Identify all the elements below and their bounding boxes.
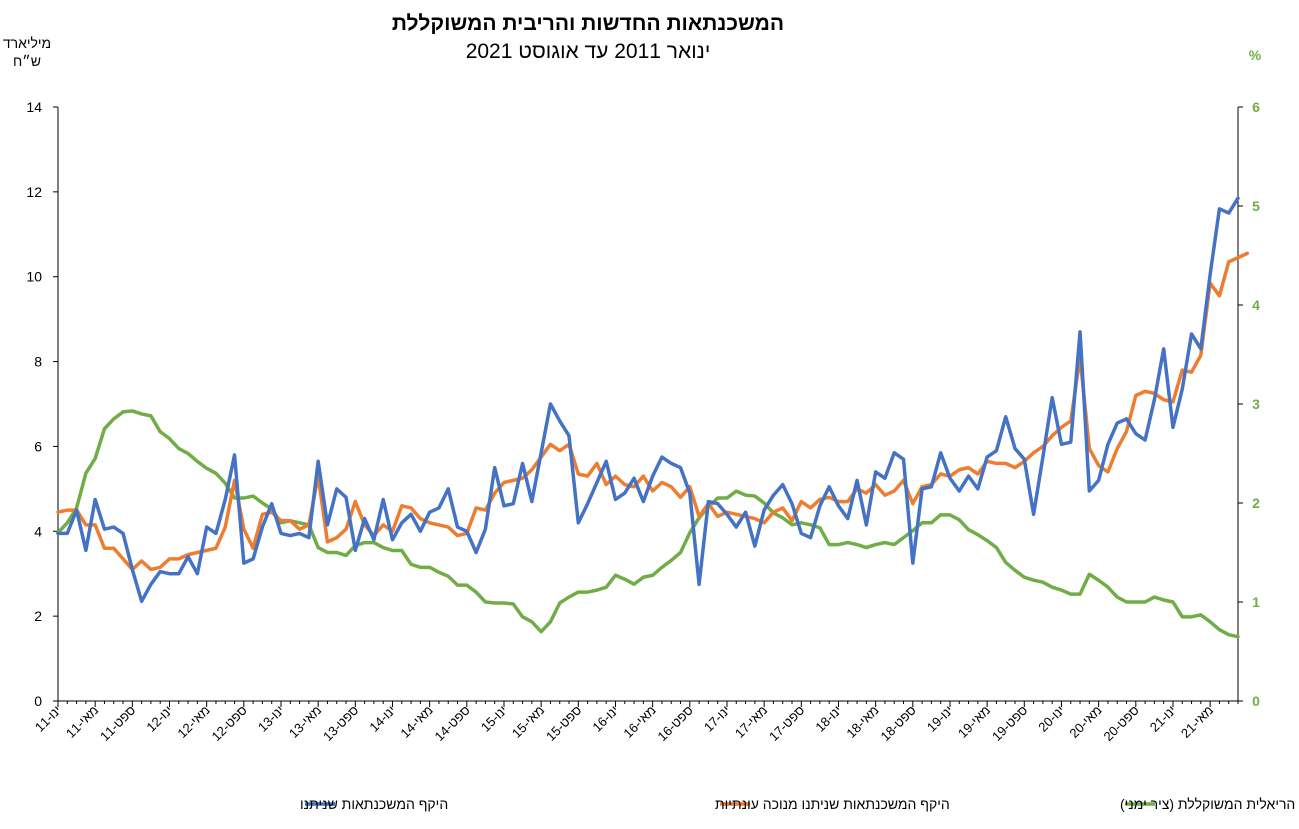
x-tick-label: ינו-18 <box>812 703 844 735</box>
legend-item-total: היקף המשכנתאות שניתנו <box>300 796 448 812</box>
x-tick-label: ספט-11 <box>97 703 138 744</box>
x-tick-label: ספט-12 <box>208 703 249 744</box>
y-right-ticks: 0 1 2 3 4 5 6 <box>1238 99 1260 709</box>
x-tick-label: ספט-17 <box>766 703 807 744</box>
y-right-tick-label: 5 <box>1252 198 1260 214</box>
x-tick-label: ינו-14 <box>366 703 398 735</box>
x-tick-label: מאי-17 <box>732 703 770 741</box>
y-right-tick-label: 4 <box>1252 297 1260 313</box>
y-right-tick-label: 2 <box>1252 495 1260 511</box>
y-left-tick-label: 0 <box>34 693 42 709</box>
y-left-unit-line2: ש״ח <box>13 53 41 69</box>
y-left-tick-label: 4 <box>34 523 42 539</box>
x-tick-label: ספט-13 <box>320 703 361 744</box>
y-right-tick-label: 6 <box>1252 99 1260 115</box>
x-tick-label: ינו-21 <box>1147 703 1179 735</box>
x-tick-label: ינו-17 <box>701 703 733 735</box>
series-lines <box>56 196 1250 639</box>
series-line-total <box>56 196 1240 604</box>
y-right-tick-label: 1 <box>1252 594 1260 610</box>
x-tick-label: ינו-13 <box>255 703 287 735</box>
x-tick-label: מאי-13 <box>286 703 324 741</box>
legend-label-seasonal: היקף המשכנתאות שניתנו מנוכה עונתיות <box>715 796 950 812</box>
y-left-tick-label: 8 <box>34 354 42 370</box>
x-tick-label: מאי-11 <box>63 703 101 741</box>
legend-label-rate: הריבית הריאלית המשוקללת (ציר ימני) <box>1120 796 1299 812</box>
y-left-tick-label: 6 <box>34 438 42 454</box>
x-tick-label: ספט-14 <box>431 703 472 744</box>
x-tick-label: ינו-12 <box>143 703 175 735</box>
x-tick-label: ינו-16 <box>589 703 621 735</box>
x-tick-label: מאי-20 <box>1066 703 1104 741</box>
legend-label-total: היקף המשכנתאות שניתנו <box>300 796 448 812</box>
x-tick-label: מאי-18 <box>843 703 881 741</box>
x-tick-label: ספט-18 <box>877 703 918 744</box>
chart-subtitle: ינואר 2011 עד אוגוסט 2021 <box>466 40 711 63</box>
y-right-unit: % <box>1249 47 1262 63</box>
x-tick-label: ינו-19 <box>924 703 956 735</box>
legend-item-seasonal: היקף המשכנתאות שניתנו מנוכה עונתיות <box>715 796 950 812</box>
x-tick-label: מאי-15 <box>509 703 547 741</box>
series-line-rate <box>56 409 1240 639</box>
x-tick-label: ספט-20 <box>1100 703 1141 744</box>
x-tick-label: ינו-20 <box>1035 703 1067 735</box>
series-line-seasonal <box>56 251 1250 572</box>
y-left-ticks: 0 2 4 6 8 10 12 14 <box>26 99 58 709</box>
x-tick-label: ספט-16 <box>654 703 695 744</box>
y-right-tick-label: 3 <box>1252 396 1260 412</box>
x-tick-label: מאי-16 <box>620 703 658 741</box>
x-tick-label: ספט-15 <box>543 703 584 744</box>
y-left-unit-line1: מיליארד <box>3 35 51 51</box>
x-tick-label: מאי-14 <box>397 703 435 741</box>
y-left-tick-label: 12 <box>26 184 42 200</box>
x-tick-label: מאי-21 <box>1178 703 1216 741</box>
legend-item-rate: הריבית הריאלית המשוקללת (ציר ימני) <box>1120 796 1299 812</box>
y-left-tick-label: 10 <box>26 269 42 285</box>
y-right-tick-label: 0 <box>1252 693 1260 709</box>
axes <box>57 107 1239 702</box>
y-left-tick-label: 2 <box>34 608 42 624</box>
x-tick-label: מאי-19 <box>955 703 993 741</box>
chart-title: המשכנתאות החדשות והריבית המשוקללת <box>392 12 784 35</box>
y-left-tick-label: 14 <box>26 99 42 115</box>
legend: היקף המשכנתאות שניתנו היקף המשכנתאות שני… <box>300 796 1299 812</box>
x-tick-label: ינו-15 <box>478 703 510 735</box>
x-tick-label: ספט-19 <box>989 703 1030 744</box>
x-tick-label: מאי-12 <box>174 703 212 741</box>
